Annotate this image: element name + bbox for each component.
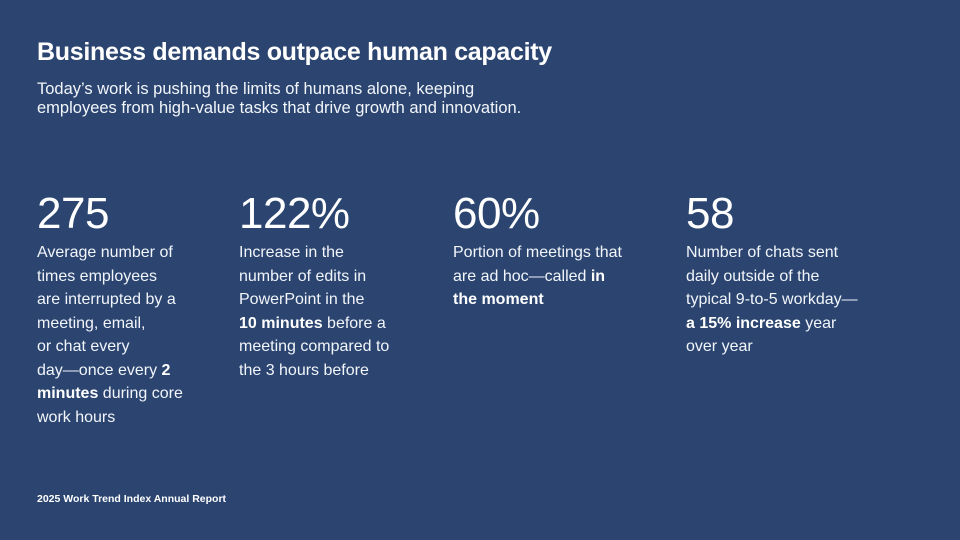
- stat-value: 58: [686, 189, 734, 238]
- stat-emphasis: in: [590, 267, 606, 285]
- stat-text: work hours: [37, 408, 116, 426]
- stat-emphasis: a 15% increase: [686, 314, 801, 332]
- stat-line: meeting, email,: [37, 312, 183, 336]
- stat-text: are interrupted by a: [37, 291, 176, 308]
- stat-description: Portion of meetings that are ad hoc—call…: [453, 241, 622, 312]
- stat-line: a 15% increase year: [686, 312, 858, 336]
- stat-after-hours-chats: 58 Number of chats sent daily outside of…: [686, 191, 858, 359]
- page-subtitle: Today’s work is pushing the limits of hu…: [37, 80, 637, 118]
- stat-text: meeting compared to: [239, 338, 390, 355]
- stat-text: are ad hoc—called: [453, 267, 591, 285]
- stat-line: typical 9-to-5 workday—: [686, 288, 858, 312]
- stat-text: typical 9-to-5 workday—: [686, 291, 858, 308]
- stat-line: PowerPoint in the: [239, 288, 389, 312]
- stat-value: 122%: [239, 189, 350, 238]
- subtitle-line: employees from high-value tasks that dri…: [37, 99, 522, 117]
- stat-line: 10 minutes before a: [239, 312, 389, 336]
- stat-text: times employees: [37, 267, 158, 285]
- stat-line: work hours: [37, 406, 183, 430]
- stat-text: Portion of meetings that: [453, 244, 622, 261]
- stat-line: times employees: [37, 265, 183, 289]
- stat-line: Increase in the: [239, 241, 389, 265]
- stat-line: minutes during core: [37, 382, 183, 406]
- stat-line: number of edits in: [239, 265, 389, 289]
- stat-emphasis: 2: [161, 361, 171, 379]
- page-title: Business demands outpace human capacity: [37, 38, 552, 66]
- stat-text: number of edits in: [239, 267, 367, 285]
- stat-text: during core: [98, 385, 183, 402]
- stat-emphasis: 10 minutes: [239, 314, 323, 332]
- source-footer: 2025 Work Trend Index Annual Report: [37, 493, 227, 505]
- stat-line: Number of chats sent: [686, 241, 858, 265]
- stat-ad-hoc-meetings: 60% Portion of meetings that are ad hoc—…: [453, 191, 622, 312]
- stat-line: or chat every: [37, 335, 183, 359]
- stat-line: Average number of: [37, 241, 183, 265]
- stat-value: 60%: [453, 189, 540, 238]
- stat-text: or chat every: [37, 338, 130, 355]
- stat-line: the 3 hours before: [239, 359, 389, 383]
- stat-text: PowerPoint in the: [239, 291, 365, 308]
- stat-text: Number of chats sent: [686, 244, 839, 261]
- stat-text: Increase in the: [239, 244, 344, 261]
- stat-text: over year: [686, 338, 753, 355]
- stat-line: daily outside of the: [686, 265, 858, 289]
- stat-text: the 3 hours before: [239, 361, 369, 379]
- stat-description: Average number of times employees are in…: [37, 241, 183, 429]
- stat-line: over year: [686, 335, 858, 359]
- stat-line: the moment: [453, 288, 622, 312]
- stat-description: Increase in the number of edits in Power…: [239, 241, 389, 382]
- stat-line: are ad hoc—called in: [453, 265, 622, 289]
- stat-emphasis: the moment: [453, 291, 544, 308]
- stat-description: Number of chats sent daily outside of th…: [686, 241, 858, 359]
- stat-emphasis: minutes: [37, 385, 99, 402]
- stat-powerpoint-edits: 122% Increase in the number of edits in …: [239, 191, 389, 382]
- stat-line: Portion of meetings that: [453, 241, 622, 265]
- stat-text: daily outside of the: [686, 267, 820, 285]
- stat-line: meeting compared to: [239, 335, 389, 359]
- stat-interruptions: 275 Average number of times employees ar…: [37, 191, 183, 429]
- subtitle-line: Today’s work is pushing the limits of hu…: [37, 80, 475, 98]
- stat-value: 275: [37, 189, 109, 238]
- stat-text: before a: [322, 314, 386, 332]
- stat-text: meeting, email,: [37, 314, 146, 332]
- stat-text: year: [800, 314, 837, 332]
- stat-text: Average number of: [37, 244, 173, 261]
- stat-text: day—once every: [37, 361, 162, 379]
- stat-line: day—once every 2: [37, 359, 183, 383]
- stat-line: are interrupted by a: [37, 288, 183, 312]
